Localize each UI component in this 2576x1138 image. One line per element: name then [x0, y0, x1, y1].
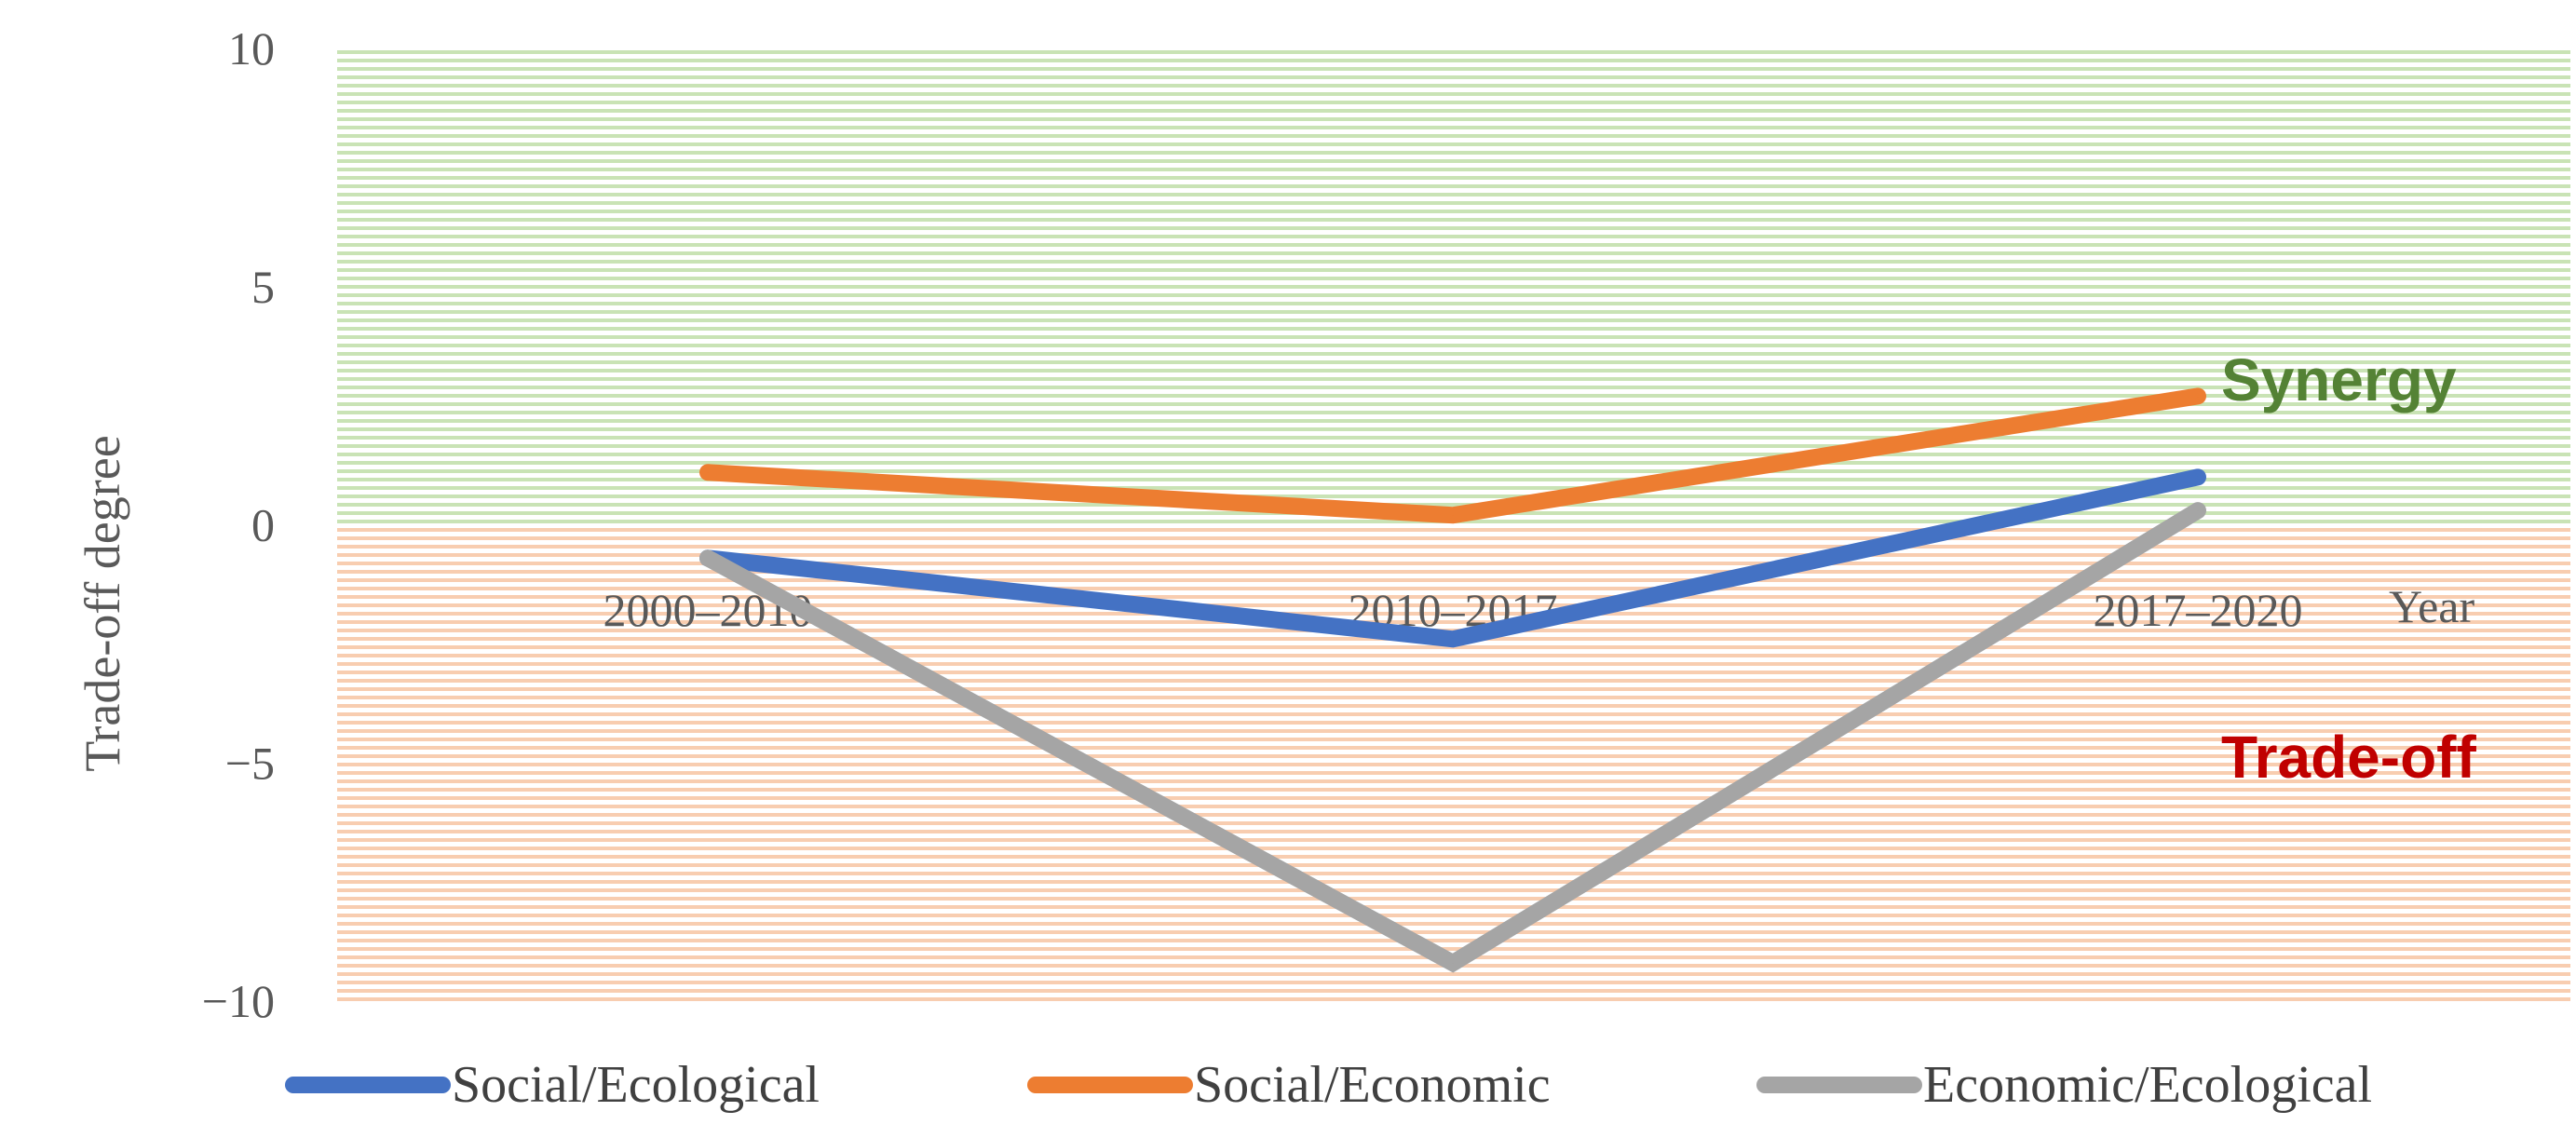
- series-layer: [699, 387, 2206, 973]
- y-tick-label: 5: [251, 261, 275, 313]
- data-point: [1452, 962, 1454, 965]
- legend-label: Economic/Ecological: [1923, 1056, 2372, 1114]
- data-point: [707, 471, 709, 474]
- data-point: [707, 557, 709, 560]
- legend-label: Social/Economic: [1194, 1056, 1551, 1114]
- x-axis-label: Year: [2389, 580, 2474, 632]
- data-point: [1452, 514, 1454, 517]
- data-point: [2197, 509, 2199, 512]
- data-point: [2197, 395, 2199, 398]
- trade-off-zone: [337, 524, 2570, 1001]
- legend-item: Economic/Ecological: [1756, 1056, 2372, 1114]
- legend: Social/Ecological Social/Economic Economic…: [285, 1056, 2372, 1114]
- data-point: [1452, 638, 1454, 641]
- legend-label: Social/Ecological: [452, 1056, 820, 1114]
- synergy-label: Synergy: [2221, 346, 2457, 413]
- y-tick-label: 0: [251, 499, 275, 551]
- legend-item: Social/Ecological: [285, 1056, 820, 1114]
- y-axis-label: Trade-off degree: [75, 435, 130, 771]
- data-point: [2197, 476, 2199, 479]
- y-tick-label: 10: [228, 22, 275, 75]
- y-tick-label: −10: [202, 975, 275, 1027]
- zones-layer: [337, 48, 2570, 1001]
- x-tick-label: 2017–2020: [2094, 584, 2303, 636]
- y-tick-label: −5: [225, 737, 275, 789]
- trade-off-label: Trade-off: [2221, 724, 2476, 791]
- synergy-zone: [337, 48, 2570, 525]
- y-axis-ticks: 10 5 0 −5 −10: [202, 22, 275, 1027]
- legend-item: Social/Economic: [1027, 1056, 1551, 1114]
